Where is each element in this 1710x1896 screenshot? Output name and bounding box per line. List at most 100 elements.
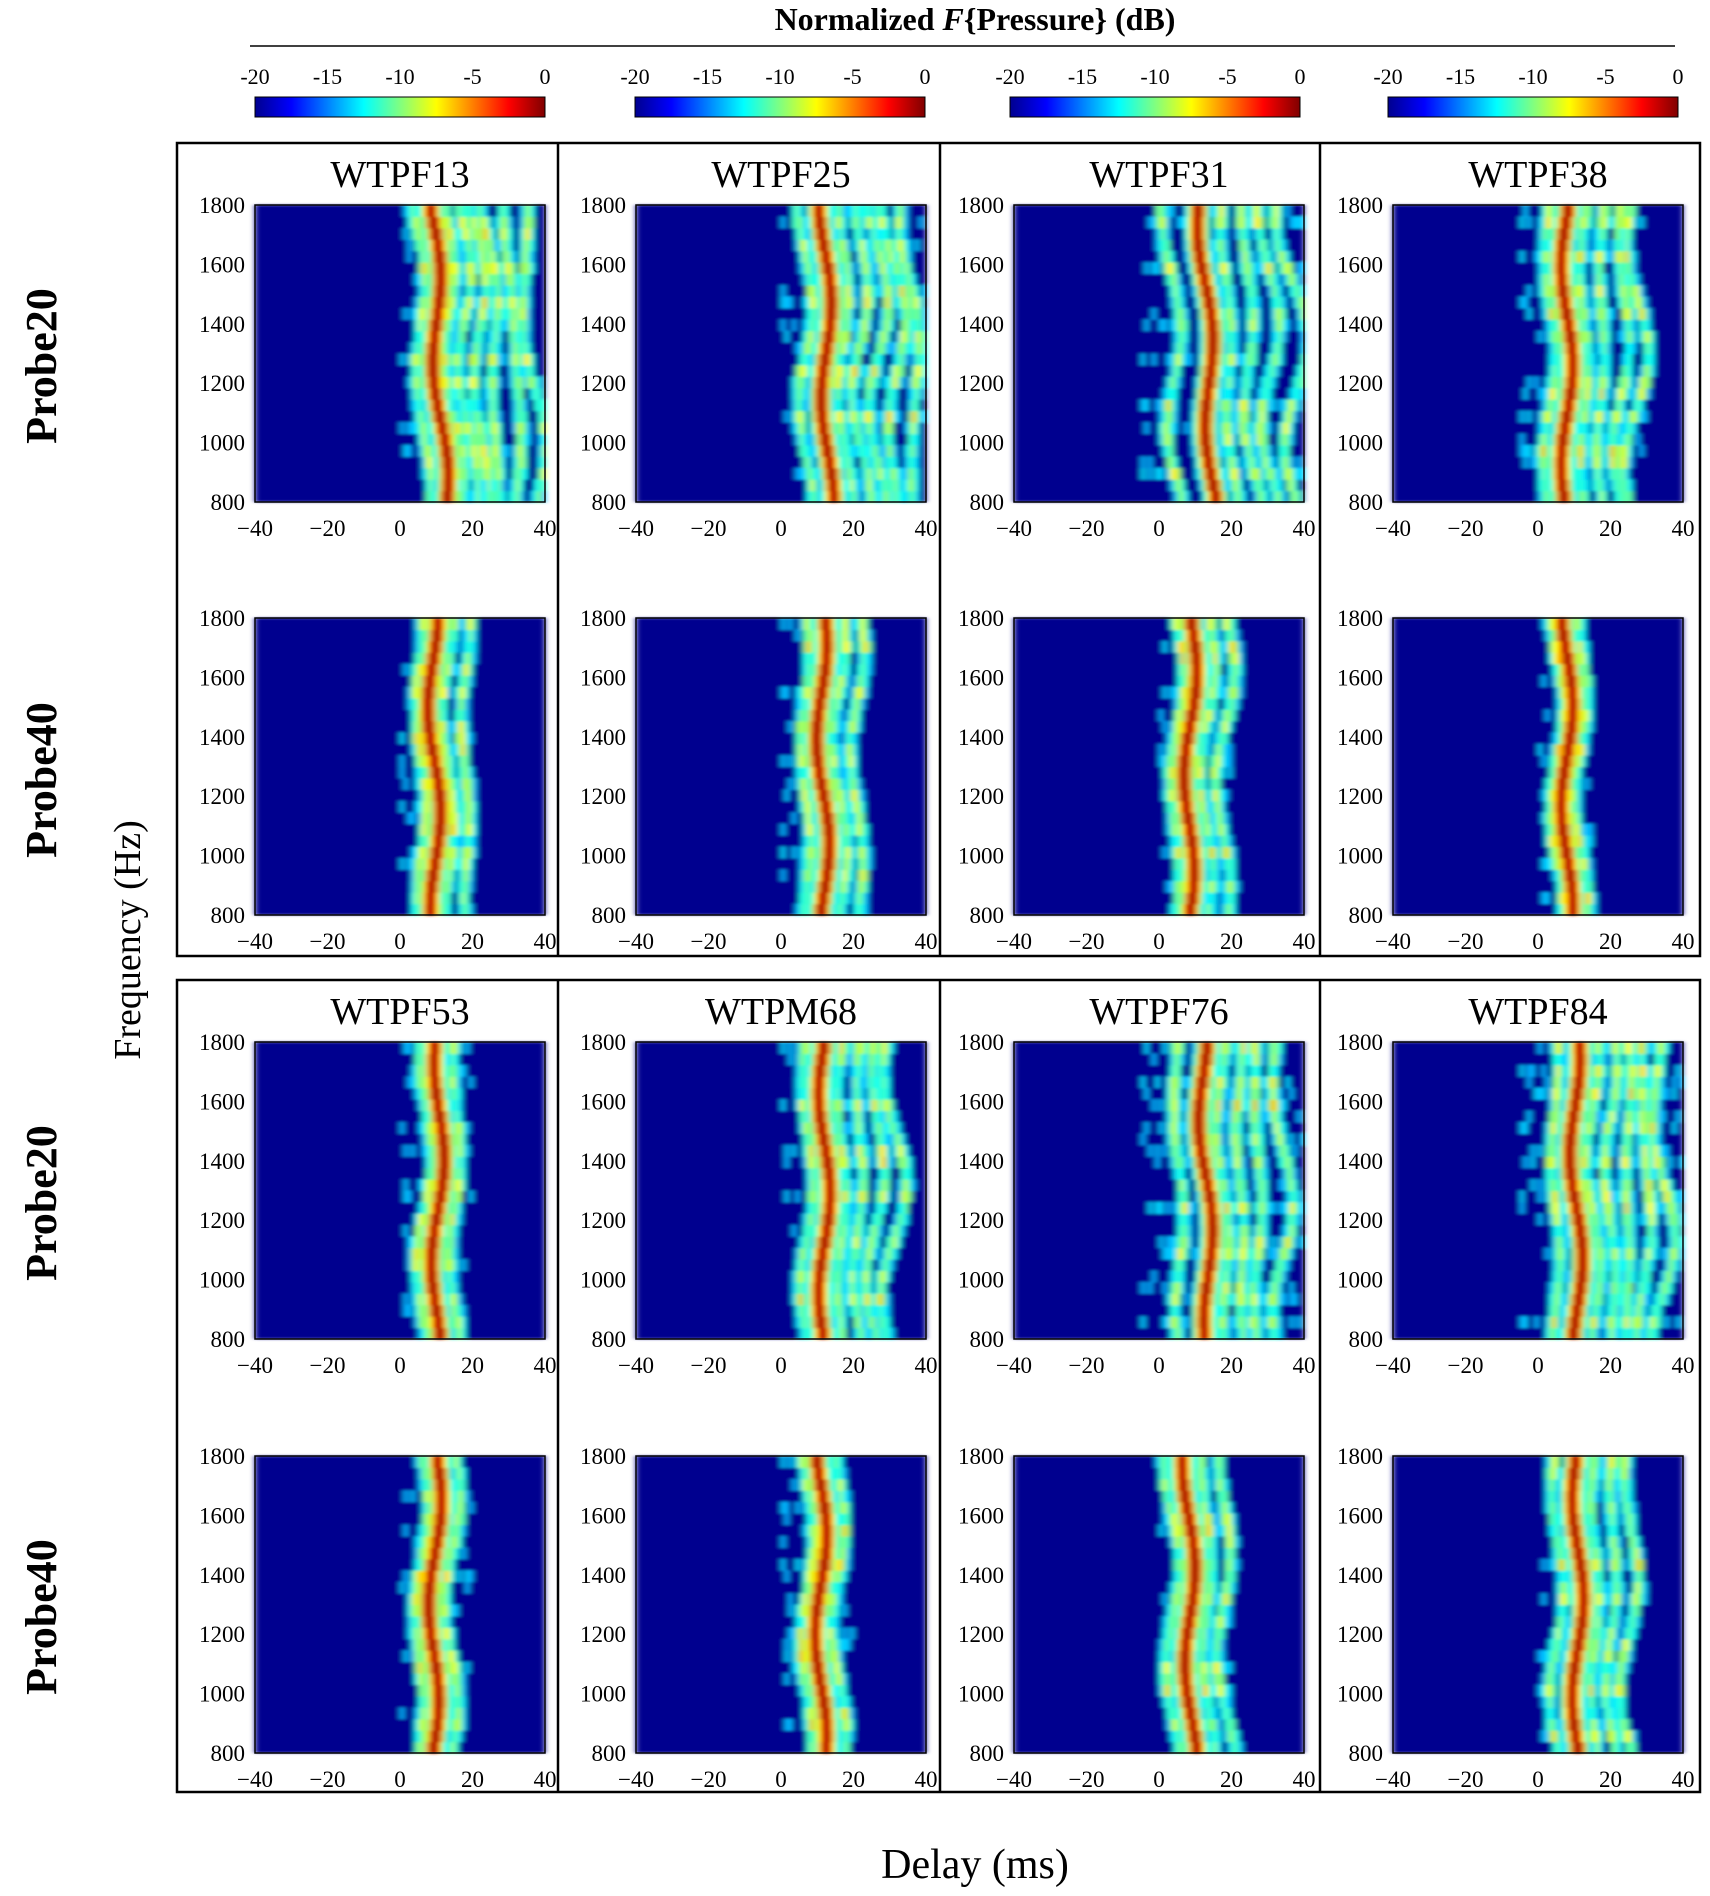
x-tick-label: 20	[1599, 1767, 1622, 1792]
x-tick-label: −20	[1069, 516, 1105, 541]
colorbar-tick-label: -10	[1518, 64, 1547, 89]
colorbar: -20 -15 -10 -5 0	[995, 64, 1306, 118]
colorbar-tick-label: -15	[693, 64, 722, 89]
y-tick-label: 1000	[580, 844, 626, 869]
y-tick-label: 1400	[580, 1563, 626, 1588]
y-tick-label: 800	[1349, 903, 1384, 928]
colorbar: -20 -15 -10 -5 0	[620, 64, 931, 118]
x-tick-label: 0	[1153, 929, 1165, 954]
x-tick-label: 20	[461, 1353, 484, 1378]
x-tick-label: 20	[1220, 1353, 1243, 1378]
x-tick-label: 20	[1599, 1353, 1622, 1378]
y-tick-label: 1600	[1337, 1503, 1383, 1528]
y-tick-label: 1000	[199, 844, 245, 869]
x-tick-label: −40	[996, 516, 1032, 541]
y-tick-label: 1200	[958, 784, 1004, 809]
colorbar-ramp	[634, 96, 926, 118]
panel-wtpf31-probe20: 1800 1600 1400 1200 1000 800−40 −20 0 20 40	[958, 193, 1316, 541]
row-label: Probe40	[17, 1539, 66, 1695]
x-tick-label: 40	[534, 516, 557, 541]
x-tick-label: 0	[1153, 1353, 1165, 1378]
y-tick-label: 1600	[958, 1089, 1004, 1114]
colorbar-tick-label: 0	[1295, 64, 1306, 89]
x-tick-label: −20	[310, 516, 346, 541]
y-tick-label: 1800	[958, 193, 1004, 218]
panel-wtpf84-probe40: 1800 1600 1400 1200 1000 800−40 −20 0 20 40	[1337, 1444, 1695, 1792]
colorbar-tick-label: -20	[1373, 64, 1402, 89]
panel-wtpf76-probe20: 1800 1600 1400 1200 1000 800−40 −20 0 20 40	[958, 1030, 1316, 1378]
x-tick-label: −40	[618, 1767, 654, 1792]
y-tick-label: 800	[211, 490, 246, 515]
x-tick-label: 0	[394, 1353, 406, 1378]
y-tick-label: 1200	[199, 371, 245, 396]
y-tick-label: 1800	[1337, 1444, 1383, 1469]
subject-title: WTPF76	[1089, 991, 1228, 1033]
y-tick-label: 1200	[1337, 1208, 1383, 1233]
y-tick-label: 1000	[199, 431, 245, 456]
y-tick-label: 1800	[580, 193, 626, 218]
x-tick-label: 20	[1220, 1767, 1243, 1792]
x-tick-label: 0	[1532, 1353, 1544, 1378]
x-tick-label: 40	[534, 1353, 557, 1378]
y-tick-label: 800	[592, 1327, 627, 1352]
x-tick-label: 0	[1532, 929, 1544, 954]
x-tick-label: −40	[618, 929, 654, 954]
y-tick-label: 1400	[199, 1149, 245, 1174]
y-tick-label: 1600	[958, 665, 1004, 690]
subject-title: WTPF25	[711, 154, 850, 196]
group-frame	[175, 978, 1702, 1794]
y-tick-label: 1000	[958, 1268, 1004, 1293]
panel-wtpm68-probe20: 1800 1600 1400 1200 1000 800−40 −20 0 20 40	[580, 1030, 938, 1378]
subject-title: WTPF53	[330, 991, 469, 1033]
y-tick-label: 1000	[1337, 1268, 1383, 1293]
panel-wtpf84-probe20: 1800 1600 1400 1200 1000 800−40 −20 0 20 40	[1337, 1030, 1695, 1378]
x-tick-label: 20	[842, 1767, 865, 1792]
x-tick-label: 20	[461, 929, 484, 954]
colorbar-tick-label: 0	[920, 64, 931, 89]
x-tick-label: −40	[996, 1353, 1032, 1378]
colorbar-ramp	[1009, 96, 1301, 118]
row-label: Probe40	[17, 702, 66, 858]
x-tick-label: 40	[915, 1353, 938, 1378]
x-tick-label: 40	[1293, 1767, 1316, 1792]
y-tick-label: 1200	[199, 784, 245, 809]
y-tick-label: 1200	[1337, 1622, 1383, 1647]
x-tick-label: 0	[394, 929, 406, 954]
panel-wtpf25-probe20: 1800 1600 1400 1200 1000 800−40 −20 0 20 40	[580, 193, 938, 541]
colorbar-tick-label: -15	[1446, 64, 1475, 89]
y-tick-label: 1600	[199, 1503, 245, 1528]
y-tick-label: 800	[211, 1741, 246, 1766]
y-tick-label: 1200	[580, 784, 626, 809]
y-tick-label: 1000	[199, 1268, 245, 1293]
x-tick-label: 0	[1532, 1767, 1544, 1792]
x-tick-label: −40	[996, 1767, 1032, 1792]
row-labels: Probe20 Probe40 Probe20 Probe40	[17, 288, 66, 1695]
y-tick-label: 1000	[1337, 1682, 1383, 1707]
y-tick-label: 800	[211, 903, 246, 928]
y-tick-label: 1000	[580, 431, 626, 456]
x-tick-label: −20	[1448, 516, 1484, 541]
x-tick-label: −40	[996, 929, 1032, 954]
x-tick-label: −40	[618, 1353, 654, 1378]
colorbar-tick-label: -10	[385, 64, 414, 89]
y-tick-label: 1800	[1337, 193, 1383, 218]
x-tick-label: 0	[1153, 1767, 1165, 1792]
x-tick-label: −40	[237, 1353, 273, 1378]
x-tick-label: 40	[1672, 929, 1695, 954]
y-tick-label: 1600	[958, 1503, 1004, 1528]
y-tick-label: 1400	[1337, 312, 1383, 337]
x-tick-label: −20	[1448, 1353, 1484, 1378]
colorbar-tick-label: -5	[1218, 64, 1236, 89]
x-tick-label: −20	[310, 1353, 346, 1378]
y-tick-label: 1600	[199, 1089, 245, 1114]
colorbar-tick-label: -15	[1068, 64, 1097, 89]
panel-wtpf53-probe40: 1800 1600 1400 1200 1000 800−40 −20 0 20 40	[199, 1444, 557, 1792]
colorbar-tick-label: -20	[240, 64, 269, 89]
y-tick-label: 1800	[958, 606, 1004, 631]
y-tick-label: 1600	[1337, 1089, 1383, 1114]
x-tick-label: 20	[842, 1353, 865, 1378]
panel-wtpf25-probe40: 1800 1600 1400 1200 1000 800−40 −20 0 20 40	[580, 606, 938, 954]
y-tick-label: 800	[592, 1741, 627, 1766]
x-tick-label: 20	[1220, 929, 1243, 954]
y-tick-label: 1600	[580, 665, 626, 690]
